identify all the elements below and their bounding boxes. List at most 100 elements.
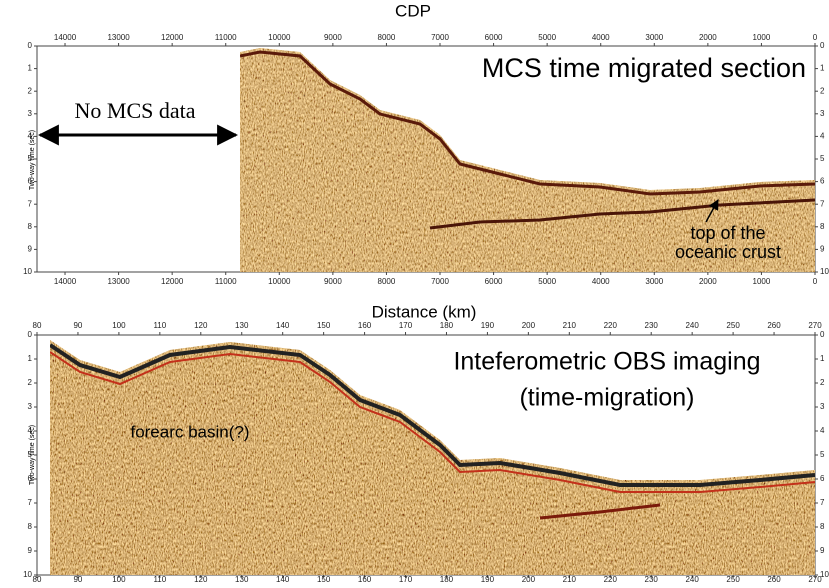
top-annotation: MCS time migrated section — [482, 53, 806, 83]
x-tick-label: 200 — [522, 321, 536, 330]
y-tick-label: 10 — [820, 267, 829, 276]
x-tick-label: 250 — [726, 321, 740, 330]
x-tick-label: 7000 — [431, 277, 449, 286]
y-tick-label: 2 — [820, 378, 825, 387]
x-tick-label: 120 — [194, 321, 208, 330]
y-tick-label: 7 — [28, 498, 33, 507]
x-tick-label: 12000 — [161, 33, 184, 42]
x-tick-label: 150 — [317, 575, 331, 583]
x-tick-label: 6000 — [485, 33, 503, 42]
x-tick-label: 10000 — [268, 277, 291, 286]
y-tick-label: 6 — [820, 177, 825, 186]
y-tick-label: 7 — [820, 199, 825, 208]
y-tick-label: 1 — [28, 64, 33, 73]
y-tick-label: 7 — [820, 498, 825, 507]
y-tick-label: 4 — [28, 132, 33, 141]
y-tick-label: 2 — [28, 378, 33, 387]
x-tick-label: 230 — [645, 575, 659, 583]
x-tick-label: 80 — [33, 575, 42, 583]
x-tick-label: 270 — [808, 321, 822, 330]
y-tick-label: 4 — [820, 132, 825, 141]
x-tick-label: 210 — [563, 321, 577, 330]
x-tick-label: 180 — [440, 321, 454, 330]
x-tick-label: 150 — [317, 321, 331, 330]
x-tick-label: 160 — [358, 575, 372, 583]
top-title: CDP — [395, 1, 431, 20]
y-tick-label: 6 — [820, 474, 825, 483]
x-tick-label: 140 — [276, 575, 290, 583]
x-tick-label: 260 — [767, 575, 781, 583]
y-tick-label: 8 — [820, 522, 825, 531]
x-tick-label: 270 — [808, 575, 822, 583]
y-tick-label: 5 — [28, 154, 33, 163]
x-tick-label: 240 — [685, 575, 699, 583]
x-tick-label: 120 — [194, 575, 208, 583]
y-tick-label: 9 — [820, 245, 825, 254]
x-tick-label: 230 — [645, 321, 659, 330]
x-tick-label: 260 — [767, 321, 781, 330]
x-tick-label: 170 — [399, 575, 413, 583]
y-tick-label: 6 — [28, 474, 33, 483]
x-tick-label: 9000 — [324, 277, 342, 286]
x-tick-label: 110 — [153, 575, 166, 583]
crust-label: top of the — [690, 223, 765, 243]
y-tick-label: 5 — [820, 154, 825, 163]
x-tick-label: 220 — [604, 575, 618, 583]
x-tick-label: 220 — [604, 321, 618, 330]
x-tick-label: 8000 — [378, 33, 396, 42]
y-tick-label: 8 — [28, 222, 33, 231]
basin-label: forearc basin(?) — [130, 422, 249, 441]
y-tick-label: 8 — [820, 222, 825, 231]
x-tick-label: 190 — [481, 575, 495, 583]
y-tick-label: 5 — [820, 450, 825, 459]
x-tick-label: 11000 — [215, 33, 237, 42]
x-tick-label: 7000 — [431, 33, 449, 42]
y-tick-label: 0 — [820, 330, 825, 339]
x-tick-label: 80 — [33, 321, 42, 330]
x-tick-label: 170 — [399, 321, 413, 330]
x-tick-label: 250 — [726, 575, 740, 583]
y-tick-label: 9 — [820, 546, 825, 555]
bottom-annotation: Inteferometric OBS imaging — [453, 348, 760, 376]
y-tick-label: 8 — [28, 522, 33, 531]
crust-label: oceanic crust — [675, 242, 781, 262]
bottom-title: Distance (km) — [372, 302, 477, 321]
x-tick-label: 210 — [563, 575, 577, 583]
x-tick-label: 160 — [358, 321, 372, 330]
x-tick-label: 130 — [235, 575, 249, 583]
x-tick-label: 13000 — [107, 277, 130, 286]
x-tick-label: 130 — [235, 321, 249, 330]
y-tick-label: 2 — [820, 86, 825, 95]
x-tick-label: 5000 — [538, 33, 556, 42]
x-tick-label: 90 — [73, 321, 82, 330]
y-tick-label: 3 — [820, 109, 825, 118]
y-tick-label: 3 — [820, 402, 825, 411]
y-tick-label: 1 — [820, 64, 825, 73]
y-tick-label: 1 — [28, 354, 33, 363]
y-tick-label: 3 — [28, 402, 33, 411]
y-tick-label: 6 — [28, 177, 33, 186]
x-tick-label: 6000 — [485, 277, 503, 286]
x-tick-label: 3000 — [645, 33, 663, 42]
x-tick-label: 11000 — [215, 277, 237, 286]
x-tick-label: 100 — [112, 575, 126, 583]
x-tick-label: 5000 — [538, 277, 556, 286]
x-tick-label: 12000 — [161, 277, 184, 286]
x-tick-label: 0 — [813, 277, 818, 286]
y-tick-label: 4 — [820, 426, 825, 435]
y-tick-label: 10 — [23, 570, 32, 579]
y-tick-label: 0 — [28, 41, 33, 50]
x-tick-label: 240 — [685, 321, 699, 330]
y-tick-label: 10 — [23, 267, 32, 276]
crust-arrow — [705, 199, 719, 223]
x-tick-label: 8000 — [378, 277, 396, 286]
x-tick-label: 2000 — [699, 33, 717, 42]
y-tick-label: 2 — [28, 86, 33, 95]
x-tick-label: 14000 — [54, 33, 77, 42]
x-tick-label: 100 — [112, 321, 126, 330]
y-tick-label: 9 — [28, 245, 33, 254]
y-axis-label: Two-way time (sec) — [29, 425, 36, 485]
x-tick-label: 190 — [481, 321, 495, 330]
x-tick-label: 10000 — [268, 33, 291, 42]
